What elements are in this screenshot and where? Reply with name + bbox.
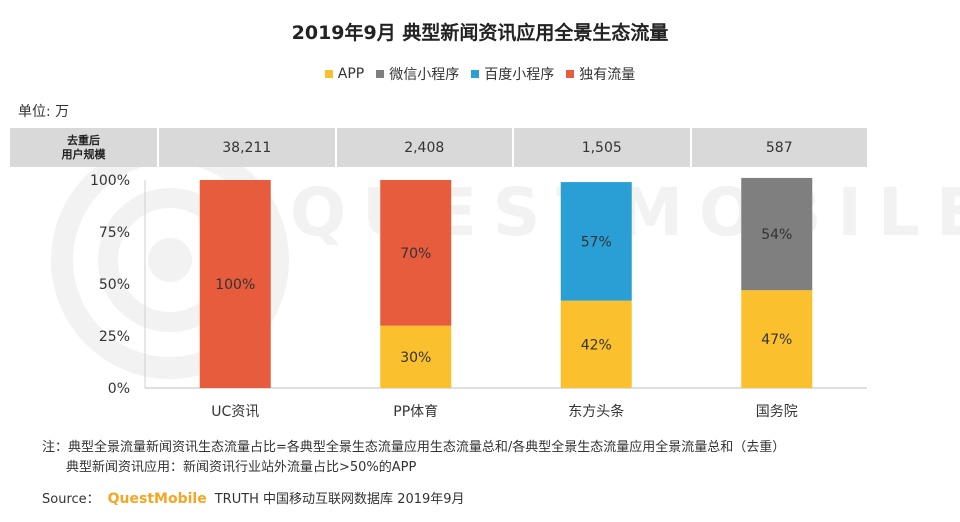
y-tick-label: 100%: [90, 173, 130, 189]
legend-label: 百度小程序: [484, 67, 555, 83]
y-tick-label: 50%: [99, 277, 130, 293]
data-label: 100%: [215, 277, 255, 293]
legend-swatch-baidu: [471, 70, 480, 78]
data-label: 30%: [400, 350, 431, 366]
legend-item: 百度小程序: [471, 64, 554, 84]
legend-swatch-app: [324, 70, 333, 78]
bar-segment: [741, 177, 813, 291]
data-label: 47%: [761, 332, 792, 348]
data-label: 42%: [581, 337, 612, 353]
legend-label: 微信小程序: [389, 67, 460, 83]
user-scale-row: 去重后 用户规模 38,211 2,408 1,505 587: [10, 128, 867, 167]
source-text: TRUTH 中国移动互联网数据库 2019年9月: [214, 492, 465, 507]
user-scale-header: 去重后 用户规模: [10, 128, 157, 167]
user-scale-value: 1,505: [512, 128, 690, 167]
data-label: 57%: [581, 234, 612, 250]
unit-label: 单位: 万: [18, 104, 70, 120]
legend-item: 独有流量: [566, 64, 635, 84]
source-label: Source：: [42, 492, 100, 507]
legend-swatch-unique: [566, 70, 575, 78]
footnote-definition: 典型新闻资讯应用：新闻资讯行业站外流量占比>50%的APP: [66, 460, 417, 475]
legend-item: 微信小程序: [376, 64, 459, 84]
x-tick-label: 东方头条: [568, 403, 624, 420]
y-tick-label: 0%: [108, 381, 130, 397]
legend-swatch-wechat: [376, 70, 385, 78]
source-brand: QuestMobile: [107, 491, 207, 507]
bar-segment: [199, 180, 271, 388]
chart-title: 2019年9月 典型新闻资讯应用全景生态流量: [291, 22, 669, 44]
x-tick-label: 国务院: [756, 404, 798, 420]
y-tick-label: 75%: [99, 225, 130, 241]
bar-segment: [560, 300, 632, 388]
bar-segment: [741, 290, 813, 388]
user-scale-header-line: 去重后: [67, 133, 100, 147]
user-scale-header-line: 用户规模: [61, 147, 106, 161]
bar-segment: [380, 180, 452, 326]
legend-label: 独有流量: [579, 67, 636, 83]
data-label: 54%: [761, 227, 792, 243]
user-scale-value: 2,408: [334, 128, 513, 167]
x-tick-label: PP体育: [393, 404, 438, 420]
y-tick-label: 25%: [99, 329, 130, 345]
legend-label: APP: [337, 66, 365, 82]
data-label: 70%: [400, 246, 431, 262]
source-line: Source： QuestMobile TRUTH 中国移动互联网数据库 201…: [42, 488, 465, 507]
x-tick-label: UC资讯: [211, 404, 259, 420]
bar-segment: [380, 325, 452, 388]
bar-segment: [560, 182, 632, 301]
user-scale-value: 38,211: [157, 128, 335, 167]
footnote: 注：典型全景流量新闻资讯生态流量占比=各典型全景生态流量应用生态流量总和/各典型…: [42, 440, 786, 455]
legend: APP 微信小程序 百度小程序 独有流量: [0, 64, 960, 84]
user-scale-value: 587: [689, 128, 868, 167]
legend-item: APP: [324, 66, 365, 82]
